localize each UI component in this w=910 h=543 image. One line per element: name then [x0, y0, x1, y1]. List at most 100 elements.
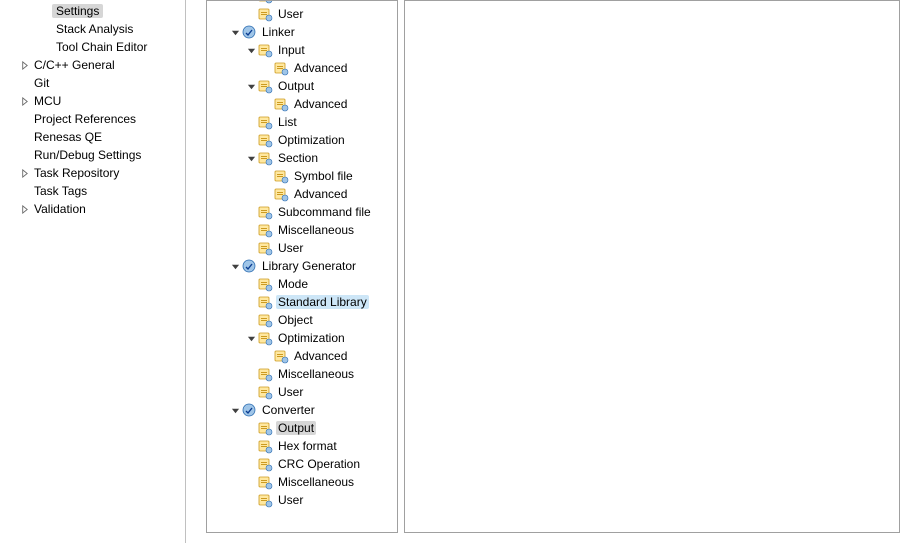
sidebar-item-validation[interactable]: Validation	[0, 200, 185, 218]
collapse-arrow-icon[interactable]	[245, 152, 257, 164]
tree-item-label: Symbol file	[292, 169, 355, 183]
settings-page-icon	[273, 348, 289, 364]
tree-item-optimization[interactable]: Optimization	[207, 329, 397, 347]
sidebar-item-c-c-general[interactable]: C/C++ General	[0, 56, 185, 74]
settings-page-icon	[257, 204, 273, 220]
tree-item-label: User	[276, 493, 305, 507]
tree-item-user[interactable]: User	[207, 491, 397, 509]
tree-item-label: Hex format	[276, 439, 339, 453]
sidebar-item-tool-chain-editor[interactable]: Tool Chain Editor	[0, 38, 185, 56]
tree-item-label: Object	[276, 313, 315, 327]
expand-arrow-icon	[245, 278, 257, 290]
sidebar-item-renesas-qe[interactable]: Renesas QE	[0, 128, 185, 146]
sidebar-item-label: Task Tags	[30, 184, 91, 198]
settings-page-icon	[257, 420, 273, 436]
tree-item-output[interactable]: Output	[207, 419, 397, 437]
tree-item-advanced[interactable]: Advanced	[207, 95, 397, 113]
tree-item-miscellaneous[interactable]: Miscellaneous	[207, 365, 397, 383]
tree-item-subcommand-file[interactable]: Subcommand file	[207, 203, 397, 221]
tree-item-label: Miscellaneous	[276, 0, 356, 3]
expand-arrow-icon[interactable]	[18, 95, 30, 107]
expand-arrow-icon	[261, 350, 273, 362]
sidebar-item-label: Git	[30, 76, 53, 90]
collapse-arrow-icon[interactable]	[229, 260, 241, 272]
tree-item-label: Linker	[260, 25, 297, 39]
expand-arrow-icon	[18, 185, 30, 197]
sidebar-item-label: Tool Chain Editor	[52, 40, 151, 54]
sidebar-item-label: Renesas QE	[30, 130, 106, 144]
tree-item-user[interactable]: User	[207, 5, 397, 23]
settings-page-icon	[273, 96, 289, 112]
sidebar-item-task-tags[interactable]: Task Tags	[0, 182, 185, 200]
tree-item-user[interactable]: User	[207, 239, 397, 257]
tree-item-user[interactable]: User	[207, 383, 397, 401]
collapse-arrow-icon[interactable]	[245, 80, 257, 92]
tree-item-label: Input	[276, 43, 307, 57]
settings-page-icon	[257, 6, 273, 22]
tree-item-advanced[interactable]: Advanced	[207, 347, 397, 365]
expand-arrow-icon	[245, 314, 257, 326]
settings-page-icon	[257, 0, 273, 4]
sidebar-item-git[interactable]: Git	[0, 74, 185, 92]
settings-page-icon	[257, 42, 273, 58]
expand-arrow-icon	[245, 494, 257, 506]
expand-arrow-icon	[261, 170, 273, 182]
expand-arrow-icon[interactable]	[18, 59, 30, 71]
tree-item-label: Miscellaneous	[276, 223, 356, 237]
sidebar-item-run-debug-settings[interactable]: Run/Debug Settings	[0, 146, 185, 164]
collapse-arrow-icon[interactable]	[229, 404, 241, 416]
expand-arrow-icon[interactable]	[18, 167, 30, 179]
tree-item-hex-format[interactable]: Hex format	[207, 437, 397, 455]
tree-item-symbol-file[interactable]: Symbol file	[207, 167, 397, 185]
tree-item-label: List	[276, 115, 299, 129]
tree-item-section[interactable]: Section	[207, 149, 397, 167]
expand-arrow-icon	[245, 368, 257, 380]
sidebar-item-task-repository[interactable]: Task Repository	[0, 164, 185, 182]
tree-item-label: User	[276, 241, 305, 255]
category-sidebar: Settings Stack Analysis Tool Chain Editor C…	[0, 0, 186, 543]
collapse-arrow-icon[interactable]	[245, 332, 257, 344]
tree-item-label: Optimization	[276, 331, 347, 345]
expand-arrow-icon	[245, 458, 257, 470]
settings-page-icon	[257, 474, 273, 490]
sidebar-item-label: Validation	[30, 202, 90, 216]
tree-item-label: CRC Operation	[276, 457, 362, 471]
tree-item-list[interactable]: List	[207, 113, 397, 131]
content-area: MiscellaneousUserLinkerInputAdvancedOutp…	[186, 0, 910, 543]
tree-item-linker[interactable]: Linker	[207, 23, 397, 41]
sidebar-item-mcu[interactable]: MCU	[0, 92, 185, 110]
tree-item-input[interactable]: Input	[207, 41, 397, 59]
sidebar-item-stack-analysis[interactable]: Stack Analysis	[0, 20, 185, 38]
expand-arrow-icon	[261, 62, 273, 74]
tree-item-advanced[interactable]: Advanced	[207, 59, 397, 77]
tree-item-object[interactable]: Object	[207, 311, 397, 329]
tree-item-label: Subcommand file	[276, 205, 373, 219]
tree-item-converter[interactable]: Converter	[207, 401, 397, 419]
sidebar-item-project-references[interactable]: Project References	[0, 110, 185, 128]
expand-arrow-icon	[245, 296, 257, 308]
sidebar-item-settings[interactable]: Settings	[0, 2, 185, 20]
settings-page-icon	[257, 240, 273, 256]
tree-item-optimization[interactable]: Optimization	[207, 131, 397, 149]
tree-item-label: Library Generator	[260, 259, 358, 273]
expand-arrow-icon	[245, 206, 257, 218]
expand-arrow-icon	[261, 98, 273, 110]
expand-arrow-icon	[245, 224, 257, 236]
tree-item-library-generator[interactable]: Library Generator	[207, 257, 397, 275]
tool-icon	[241, 402, 257, 418]
tree-item-miscellaneous[interactable]: Miscellaneous	[207, 221, 397, 239]
expand-arrow-icon[interactable]	[18, 203, 30, 215]
tree-item-label: Advanced	[292, 97, 349, 111]
tree-item-advanced[interactable]: Advanced	[207, 185, 397, 203]
tree-item-standard-library[interactable]: Standard Library	[207, 293, 397, 311]
tree-item-miscellaneous[interactable]: Miscellaneous	[207, 473, 397, 491]
tree-item-mode[interactable]: Mode	[207, 275, 397, 293]
tree-item-output[interactable]: Output	[207, 77, 397, 95]
tree-item-crc-operation[interactable]: CRC Operation	[207, 455, 397, 473]
sidebar-item-label: Settings	[52, 4, 103, 18]
sidebar-item-label: Run/Debug Settings	[30, 148, 145, 162]
settings-page-icon	[257, 132, 273, 148]
collapse-arrow-icon[interactable]	[245, 44, 257, 56]
tree-item-label: Standard Library	[276, 295, 369, 309]
collapse-arrow-icon[interactable]	[229, 26, 241, 38]
